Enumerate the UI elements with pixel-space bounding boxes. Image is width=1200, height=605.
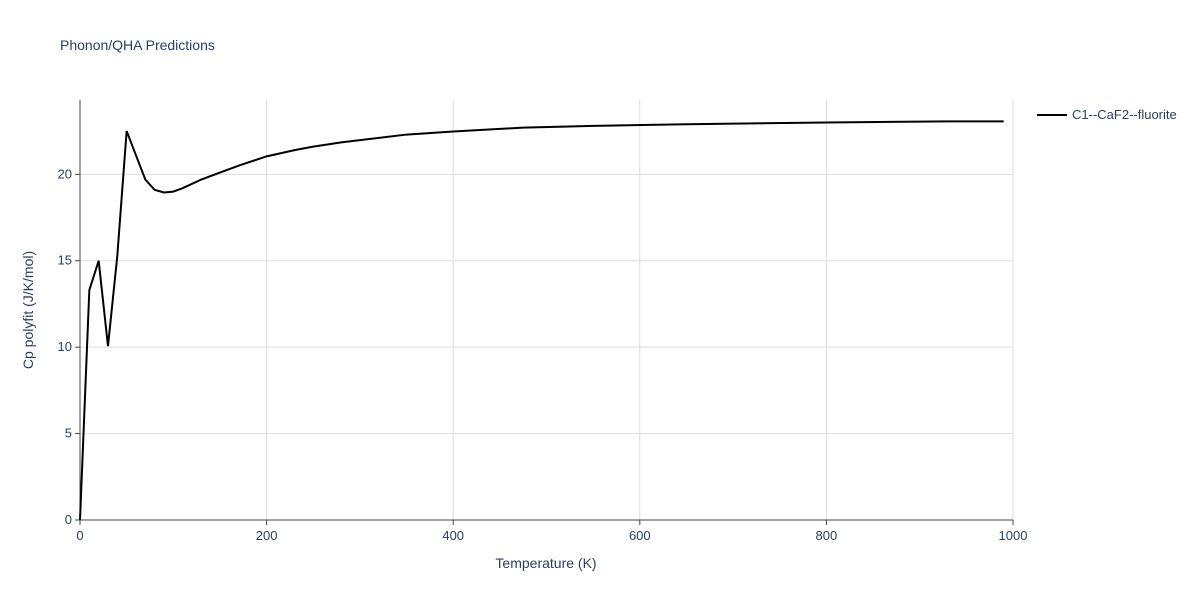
y-axis-label: Cp polyfit (J/K/mol)	[20, 251, 36, 369]
x-tick-label: 1000	[999, 528, 1028, 543]
y-tick-label: 5	[65, 426, 72, 441]
y-tick-label: 20	[58, 166, 72, 181]
x-tick-label: 0	[76, 528, 83, 543]
line-series	[79, 120, 1004, 521]
x-tick-label: 200	[256, 528, 278, 543]
y-tick-label: 0	[65, 512, 72, 527]
legend-label: C1--CaF2--fluorite	[1072, 107, 1177, 122]
x-axis-label: Temperature (K)	[495, 555, 596, 571]
x-tick-label: 800	[816, 528, 838, 543]
y-tick-label: 15	[58, 253, 72, 268]
x-tick-label: 600	[629, 528, 651, 543]
y-tick-label: 10	[58, 339, 72, 354]
chart-title: Phonon/QHA Predictions	[60, 37, 215, 53]
x-tick-label: 400	[442, 528, 464, 543]
